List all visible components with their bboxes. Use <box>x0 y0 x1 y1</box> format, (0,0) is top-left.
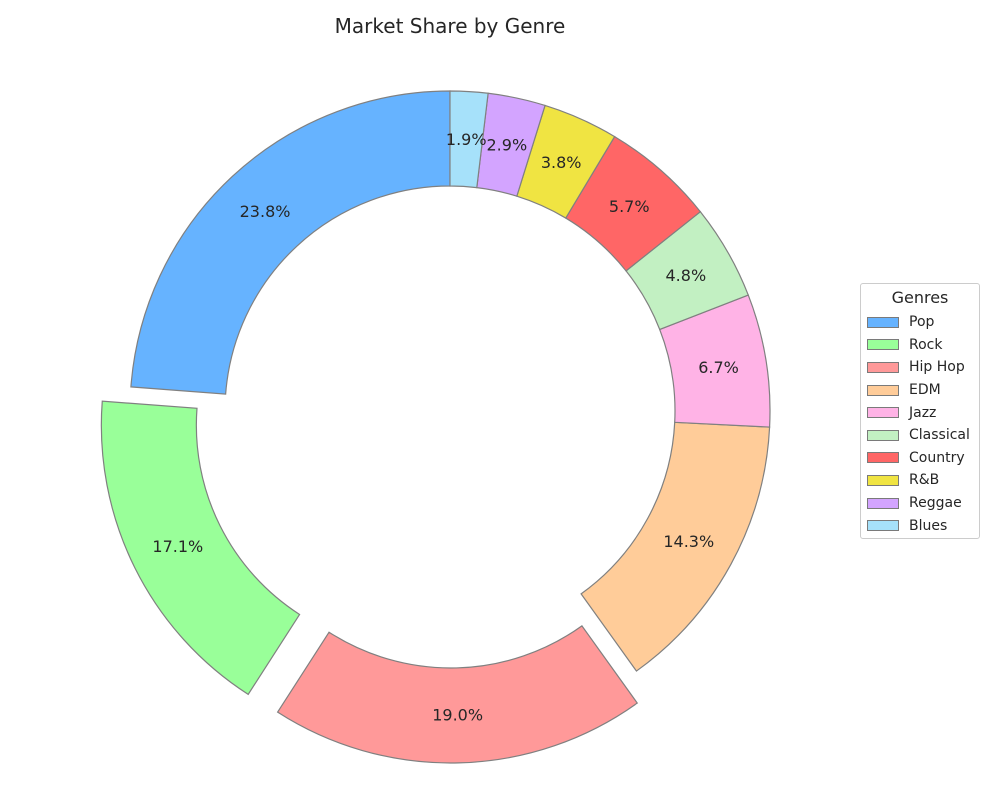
chart-title: Market Share by Genre <box>334 14 566 38</box>
wedge-rock <box>100 400 301 696</box>
value-label-edm: 14.3% <box>663 532 714 551</box>
value-label-pop: 23.8% <box>240 202 291 221</box>
legend-title: Genres <box>891 288 949 307</box>
legend-label: Classical <box>909 427 970 444</box>
value-label-reggae: 2.9% <box>487 136 528 155</box>
value-label-country: 5.7% <box>609 197 650 216</box>
legend-label: Blues <box>909 517 948 534</box>
value-label-blues: 1.9% <box>446 130 487 149</box>
wedge-hip-hop <box>276 625 639 764</box>
legend-swatch <box>867 407 899 419</box>
legend: Genres Pop Rock Hip Hop EDM Jazz Classical Cou… <box>860 283 980 539</box>
value-label-rock: 17.1% <box>152 537 203 556</box>
legend-item-rock: Rock <box>861 334 979 357</box>
legend-items: Pop Rock Hip Hop EDM Jazz Classical Country R&B… <box>861 311 979 537</box>
wedge-layer <box>100 90 771 764</box>
legend-item-hip-hop: Hip Hop <box>861 356 979 379</box>
value-label-randb: 3.8% <box>541 153 582 172</box>
legend-item-pop: Pop <box>861 311 979 334</box>
legend-swatch <box>867 316 899 328</box>
legend-label: Reggae <box>909 495 962 512</box>
legend-swatch <box>867 361 899 373</box>
legend-label: Rock <box>909 336 943 353</box>
legend-item-blues: Blues <box>861 514 979 537</box>
legend-label: R&B <box>909 472 940 489</box>
legend-item-reggae: Reggae <box>861 492 979 515</box>
legend-swatch <box>867 497 899 509</box>
legend-item-jazz: Jazz <box>861 401 979 424</box>
legend-swatch <box>867 452 899 464</box>
legend-item-randb: R&B <box>861 469 979 492</box>
label-layer: 23.8% 17.1% 19.0% 14.3% 6.7% 4.8% 5.7% 3.8% 2.9%… <box>152 130 738 724</box>
legend-label: Country <box>909 449 965 466</box>
legend-label: Hip Hop <box>909 359 965 376</box>
legend-swatch <box>867 339 899 351</box>
legend-swatch <box>867 429 899 441</box>
legend-label: Pop <box>909 314 935 331</box>
wedge-blues <box>449 90 489 189</box>
value-label-classical: 4.8% <box>666 266 707 285</box>
legend-swatch <box>867 520 899 532</box>
legend-item-edm: EDM <box>861 379 979 402</box>
value-label-hip-hop: 19.0% <box>432 705 483 724</box>
legend-item-country: Country <box>861 447 979 470</box>
value-label-jazz: 6.7% <box>698 358 739 377</box>
legend-swatch <box>867 474 899 486</box>
legend-label: Jazz <box>909 404 937 421</box>
wedge-pop <box>130 90 451 395</box>
legend-swatch <box>867 384 899 396</box>
legend-item-classical: Classical <box>861 424 979 447</box>
legend-label: EDM <box>909 382 941 399</box>
